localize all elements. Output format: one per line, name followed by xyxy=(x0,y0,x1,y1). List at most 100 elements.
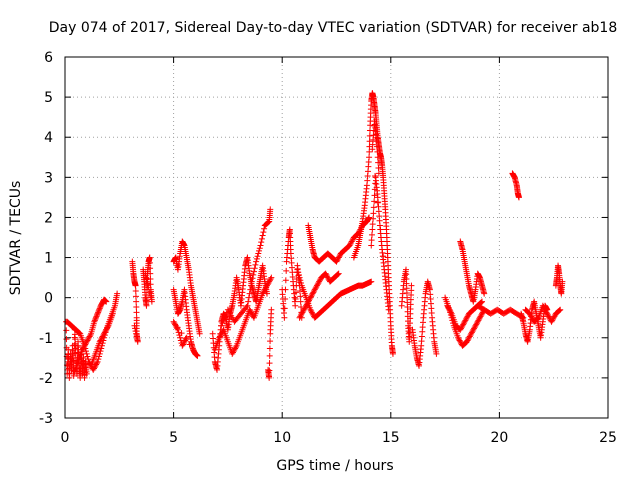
data-point xyxy=(324,273,331,280)
data-point xyxy=(263,283,270,290)
data-point xyxy=(83,350,90,357)
data-point xyxy=(231,346,238,353)
data-point xyxy=(539,302,546,309)
data-point xyxy=(259,232,266,239)
data-point xyxy=(471,324,478,331)
data-point xyxy=(335,270,342,277)
data-point xyxy=(544,312,551,319)
data-point xyxy=(461,318,468,325)
y-axis-label: SDTVAR / TECUs xyxy=(8,181,24,296)
data-point xyxy=(147,281,154,288)
data-point xyxy=(366,138,373,145)
data-point xyxy=(541,305,548,312)
data-point xyxy=(447,308,454,315)
data-point xyxy=(221,314,228,321)
data-point xyxy=(309,290,316,297)
data-point xyxy=(259,290,266,297)
data-point xyxy=(253,255,260,262)
data-point xyxy=(63,327,70,334)
data-point xyxy=(300,306,307,313)
data-point xyxy=(457,326,464,333)
y-tick-label: 2 xyxy=(44,210,53,226)
data-point xyxy=(459,322,466,329)
data-point xyxy=(83,370,90,377)
data-point xyxy=(74,349,81,356)
data-point xyxy=(94,310,101,317)
data-point xyxy=(104,324,111,331)
data-point xyxy=(307,294,314,301)
data-point xyxy=(146,254,153,261)
data-point xyxy=(248,309,255,316)
y-tick-label: -2 xyxy=(39,371,53,387)
data-point xyxy=(458,325,465,332)
data-point xyxy=(63,336,70,343)
data-point xyxy=(98,345,105,352)
data-point xyxy=(143,302,150,309)
data-point xyxy=(369,226,376,233)
data-point xyxy=(103,298,110,305)
y-tick-label: 1 xyxy=(44,251,53,267)
data-point xyxy=(175,329,182,336)
data-point xyxy=(79,346,86,353)
data-point xyxy=(87,332,94,339)
data-point xyxy=(455,334,462,341)
data-point xyxy=(333,258,340,265)
data-point xyxy=(304,300,311,307)
data-point xyxy=(460,321,467,328)
data-point xyxy=(366,132,373,139)
data-point xyxy=(181,338,188,345)
data-point xyxy=(468,330,475,337)
data-point xyxy=(460,320,467,327)
data-point xyxy=(146,259,153,266)
data-point xyxy=(266,374,273,381)
plot-frame xyxy=(64,56,609,419)
data-point xyxy=(370,204,377,211)
x-axis-label: GPS time / hours xyxy=(276,458,393,474)
data-point xyxy=(133,298,140,305)
data-point xyxy=(96,305,103,312)
data-point xyxy=(463,314,470,321)
x-tick-label: 5 xyxy=(169,430,178,446)
data-point xyxy=(216,333,223,340)
data-point xyxy=(292,296,299,303)
data-point xyxy=(230,348,237,355)
data-point xyxy=(132,325,139,332)
data-point xyxy=(313,283,320,290)
data-point xyxy=(262,285,269,292)
data-point xyxy=(144,282,151,289)
data-point xyxy=(82,341,89,348)
data-point xyxy=(267,338,274,345)
data-point xyxy=(544,310,551,317)
y-tick-label: -3 xyxy=(39,411,53,427)
data-point xyxy=(143,291,150,298)
data-point xyxy=(470,326,477,333)
data-point xyxy=(375,159,382,166)
data-point xyxy=(182,336,189,343)
data-point xyxy=(374,148,381,155)
data-point xyxy=(471,325,478,332)
data-point xyxy=(95,308,102,315)
data-point xyxy=(308,309,315,316)
data-point xyxy=(261,225,268,232)
data-point xyxy=(468,329,475,336)
data-point xyxy=(534,316,541,323)
data-point xyxy=(299,309,306,316)
data-point xyxy=(335,254,342,261)
x-tick-label: 10 xyxy=(273,430,291,446)
data-point xyxy=(295,271,302,278)
data-point xyxy=(75,329,82,336)
data-point xyxy=(303,301,310,308)
data-point xyxy=(368,242,375,249)
data-point xyxy=(324,274,331,281)
data-point xyxy=(268,274,275,281)
data-point xyxy=(176,332,183,339)
data-point xyxy=(366,143,373,150)
data-point xyxy=(549,316,556,323)
data-point xyxy=(94,358,101,365)
data-point xyxy=(481,290,488,297)
data-point xyxy=(446,306,453,313)
data-point xyxy=(247,286,254,293)
data-point xyxy=(311,287,318,294)
data-point xyxy=(148,298,155,305)
